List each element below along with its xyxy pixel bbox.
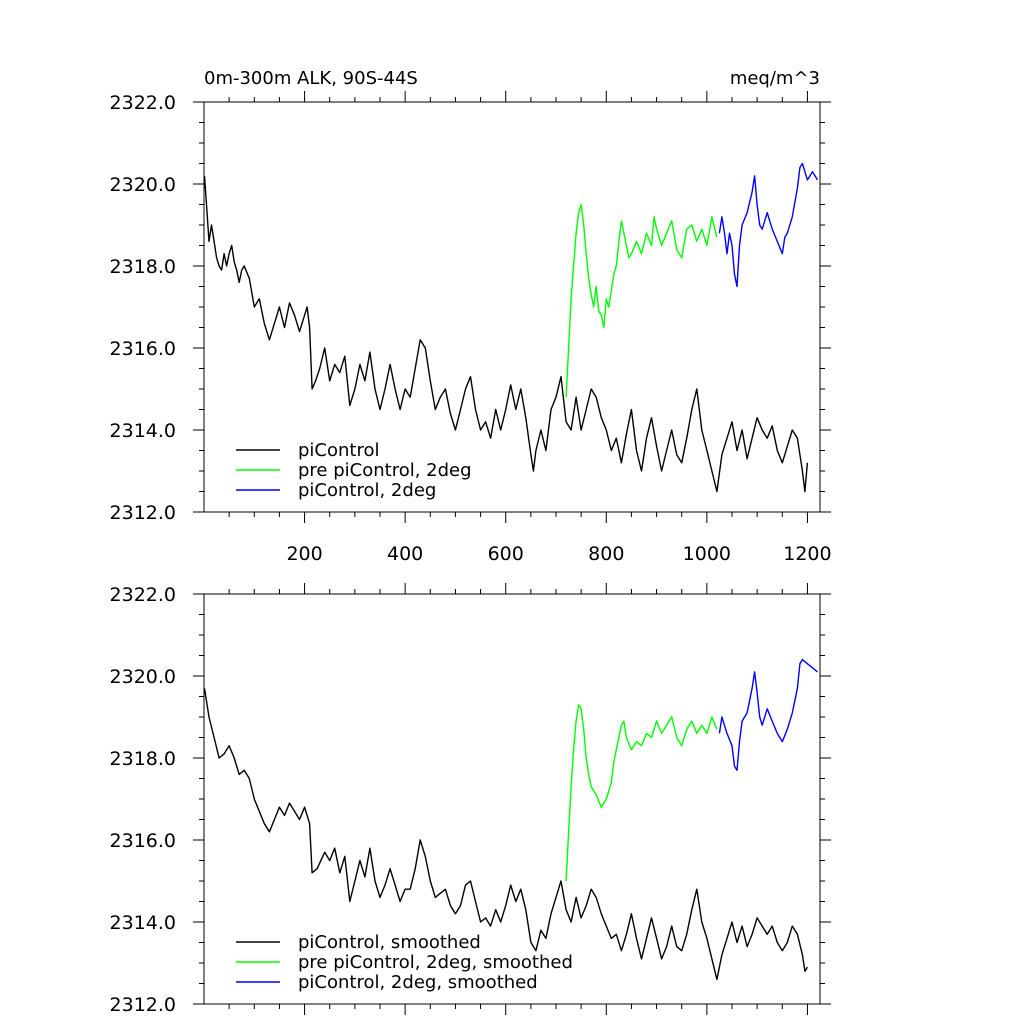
units-label: meq/m^3: [730, 68, 820, 89]
chart-title: 0m-300m ALK, 90S-44S: [204, 68, 418, 89]
x-tick-label: 600: [488, 543, 524, 565]
y-tick-label: 2316.0: [110, 338, 176, 360]
y-tick-label: 2312.0: [110, 994, 176, 1016]
y-tick-label: 2320.0: [110, 666, 176, 688]
series-line-picontrol-2deg-smoothed: [718, 658, 818, 771]
y-tick-label: 2322.0: [110, 584, 176, 606]
x-tick-label: 1000: [683, 543, 731, 565]
plot-frame-1: [203, 593, 821, 1005]
y-tick-label: 2322.0: [110, 92, 176, 114]
series-line-pre-picontrol-2deg: [565, 203, 718, 398]
x-tick-label: 800: [588, 543, 624, 565]
series-line-picontrol: [203, 175, 809, 493]
legend-label: pre piControl, 2deg: [298, 460, 472, 481]
x-tick-label: 400: [387, 543, 423, 565]
x-tick-label: 1200: [783, 543, 831, 565]
x-tick-label: 200: [286, 543, 322, 565]
legend-label: piControl: [298, 440, 380, 461]
series-line-pre-picontrol-2deg-smoothed: [565, 704, 718, 882]
y-tick-label: 2314.0: [110, 420, 176, 442]
plot-frame-0: [203, 101, 821, 513]
series-line-picontrol-smoothed: [203, 688, 808, 981]
series-line-picontrol-2deg: [718, 162, 819, 288]
legend-label: pre piControl, 2deg, smoothed: [298, 952, 573, 973]
legend-label: piControl, smoothed: [298, 932, 481, 953]
y-tick-label: 2316.0: [110, 830, 176, 852]
y-tick-label: 2320.0: [110, 174, 176, 196]
y-tick-label: 2318.0: [110, 748, 176, 770]
legend-label: piControl, 2deg: [298, 480, 436, 501]
legend-label: piControl, 2deg, smoothed: [298, 972, 538, 993]
y-tick-label: 2312.0: [110, 502, 176, 524]
y-tick-label: 2314.0: [110, 912, 176, 934]
y-tick-label: 2318.0: [110, 256, 176, 278]
